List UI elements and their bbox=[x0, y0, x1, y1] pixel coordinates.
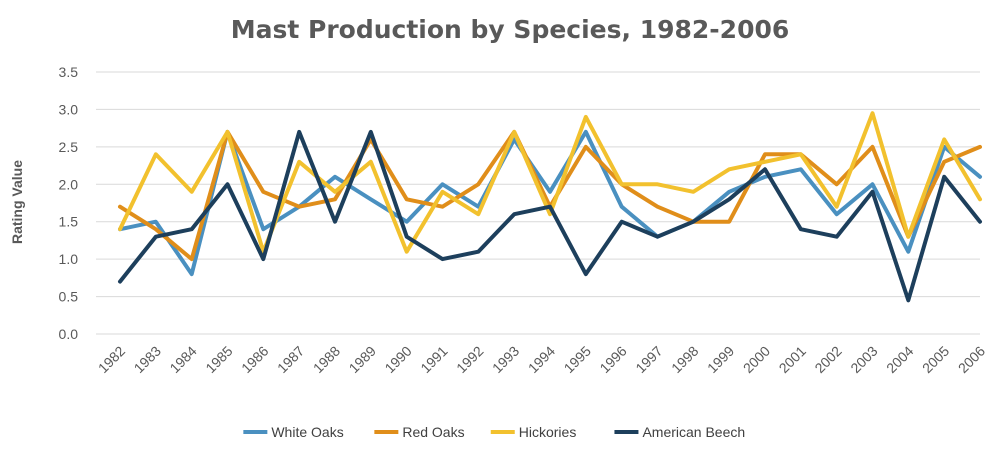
x-tick-label: 1993 bbox=[489, 343, 522, 376]
x-tick-label: 1988 bbox=[310, 343, 343, 376]
x-tick-label: 1998 bbox=[668, 343, 701, 376]
series-line-hickories bbox=[118, 111, 982, 254]
y-tick-label: 2.0 bbox=[59, 176, 79, 192]
x-tick-label: 1987 bbox=[274, 343, 307, 376]
x-tick-label: 2006 bbox=[955, 343, 988, 376]
x-tick-label: 1990 bbox=[381, 343, 414, 376]
x-tick-label: 1985 bbox=[202, 343, 235, 376]
x-tick-label: 1991 bbox=[417, 343, 450, 376]
y-tick-label: 0.0 bbox=[59, 326, 79, 342]
x-tick-label: 1984 bbox=[166, 343, 199, 376]
x-tick-label: 1992 bbox=[453, 343, 486, 376]
series-line-white-oaks bbox=[118, 129, 982, 277]
series-lines bbox=[118, 111, 982, 303]
x-tick-label: 2001 bbox=[776, 343, 809, 376]
x-tick-label: 2005 bbox=[919, 343, 952, 376]
x-tick-label: 2000 bbox=[740, 343, 773, 376]
x-tick-label: 1982 bbox=[95, 343, 128, 376]
y-tick-label: 3.0 bbox=[59, 101, 79, 117]
y-tick-label: 1.5 bbox=[59, 214, 79, 230]
legend-label: Hickories bbox=[519, 424, 577, 440]
x-tick-label: 1989 bbox=[346, 343, 379, 376]
x-tick-label: 1996 bbox=[596, 343, 629, 376]
x-axis-ticks: 1982 1983 1984 1985 1986 1987 1988 1989 1990 1991… bbox=[95, 343, 988, 376]
x-tick-label: 2003 bbox=[847, 343, 880, 376]
x-tick-label: 1986 bbox=[238, 343, 271, 376]
y-tick-label: 0.5 bbox=[59, 289, 79, 305]
x-tick-label: 1999 bbox=[704, 343, 737, 376]
x-tick-label: 1997 bbox=[632, 343, 665, 376]
legend-label: American Beech bbox=[642, 424, 745, 440]
legend-label: White Oaks bbox=[271, 424, 343, 440]
y-tick-label: 1.0 bbox=[59, 251, 79, 267]
x-tick-label: 1994 bbox=[525, 343, 558, 376]
x-tick-label: 2004 bbox=[883, 343, 916, 376]
x-tick-label: 1983 bbox=[131, 343, 164, 376]
legend-label: Red Oaks bbox=[402, 424, 464, 440]
x-tick-label: 2002 bbox=[811, 343, 844, 376]
y-axis-label: Rating Value bbox=[9, 160, 25, 244]
legend: White Oaks Red Oaks Hickories American Beec… bbox=[243, 424, 745, 440]
y-tick-label: 3.5 bbox=[59, 64, 79, 80]
series-line-american-beech bbox=[118, 129, 982, 303]
chart-title: Mast Production by Species, 1982-2006 bbox=[231, 15, 790, 44]
y-tick-label: 2.5 bbox=[59, 139, 79, 155]
x-tick-label: 1995 bbox=[561, 343, 594, 376]
y-axis-ticks: 0.0 0.5 1.0 1.5 2.0 2.5 3.0 3.5 bbox=[59, 64, 79, 342]
